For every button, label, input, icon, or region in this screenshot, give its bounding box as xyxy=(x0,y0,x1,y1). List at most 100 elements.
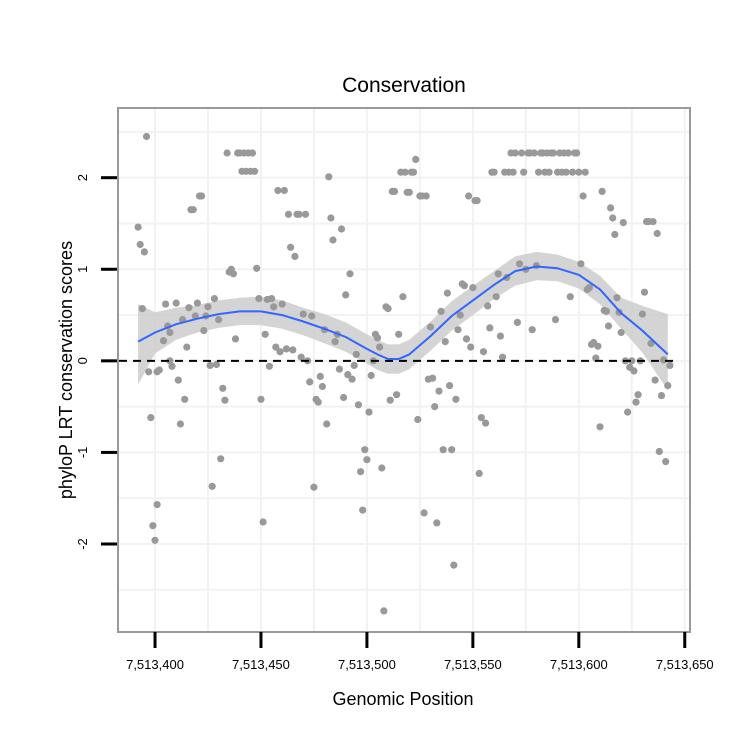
data-point xyxy=(401,168,409,176)
data-point xyxy=(630,367,638,375)
smooth-line-layer xyxy=(137,265,669,360)
data-point xyxy=(460,282,468,290)
y-tick-label: -2 xyxy=(75,538,90,550)
data-point xyxy=(613,294,621,302)
data-point xyxy=(274,186,282,195)
data-point xyxy=(337,225,346,233)
data-point xyxy=(484,302,492,310)
data-point xyxy=(530,149,538,157)
data-point xyxy=(348,375,356,383)
data-point xyxy=(153,501,161,509)
data-point xyxy=(159,337,168,345)
data-point xyxy=(465,192,473,200)
x-tick-label: 7,513,550 xyxy=(444,657,502,672)
data-point xyxy=(581,168,589,176)
data-point xyxy=(649,218,657,226)
data-point xyxy=(399,293,407,301)
data-point xyxy=(624,408,632,416)
data-point xyxy=(176,420,184,428)
data-point xyxy=(212,360,221,369)
data-point xyxy=(551,316,560,324)
y-tick-label: 0 xyxy=(75,357,90,364)
data-point xyxy=(344,371,352,379)
data-point xyxy=(363,456,371,464)
data-point xyxy=(653,229,661,238)
data-point xyxy=(473,197,481,205)
data-point xyxy=(513,318,522,326)
data-point xyxy=(217,455,225,463)
data-point xyxy=(253,264,261,272)
data-point xyxy=(248,149,257,157)
data-point xyxy=(448,446,456,454)
data-point xyxy=(435,387,443,395)
data-point xyxy=(265,362,273,370)
data-point xyxy=(450,561,458,569)
data-point xyxy=(439,446,447,454)
data-point xyxy=(329,236,337,244)
data-point xyxy=(596,423,604,431)
data-point xyxy=(221,396,229,404)
data-point xyxy=(651,376,659,384)
data-point xyxy=(469,284,477,292)
data-point xyxy=(142,132,151,141)
data-point xyxy=(634,391,642,399)
data-point xyxy=(386,396,394,404)
data-point xyxy=(219,384,227,392)
data-point xyxy=(549,149,558,157)
data-point xyxy=(619,219,627,227)
data-point xyxy=(276,348,284,356)
data-point xyxy=(640,288,649,296)
data-point xyxy=(498,353,507,361)
data-point xyxy=(346,270,354,278)
data-point xyxy=(373,334,382,342)
smooth-trend-line xyxy=(137,265,669,360)
data-point xyxy=(496,332,504,340)
data-point xyxy=(327,214,335,222)
data-point xyxy=(433,519,441,527)
data-point xyxy=(168,362,176,370)
data-point xyxy=(437,307,445,315)
x-tick-label: 7,513,500 xyxy=(338,657,396,672)
data-point xyxy=(475,469,483,478)
data-point xyxy=(291,252,299,260)
data-point xyxy=(136,240,144,249)
axes: 7,513,400 7,513,450 7,513,500 7,513,550 7,51… xyxy=(75,174,714,672)
data-point xyxy=(166,357,174,365)
x-tick-label: 7,513,650 xyxy=(656,657,714,672)
data-point xyxy=(255,295,263,303)
data-point xyxy=(350,361,358,369)
data-point xyxy=(602,307,611,315)
data-point xyxy=(609,214,617,222)
x-tick-label: 7,513,400 xyxy=(126,657,184,672)
data-point xyxy=(189,206,197,214)
data-point xyxy=(494,270,502,278)
data-point xyxy=(200,327,208,335)
data-point xyxy=(573,149,581,157)
data-point xyxy=(287,243,295,251)
data-point xyxy=(223,149,231,157)
data-point xyxy=(310,483,318,491)
data-point xyxy=(340,393,348,402)
scatter-points xyxy=(134,132,674,615)
data-point xyxy=(352,350,360,358)
data-point xyxy=(308,312,316,320)
data-point xyxy=(149,522,157,530)
data-point xyxy=(492,293,500,301)
data-point xyxy=(280,186,288,195)
chart-title: Conservation xyxy=(342,74,466,97)
data-point xyxy=(446,382,454,390)
data-point xyxy=(395,330,403,338)
data-point xyxy=(664,382,672,390)
data-point xyxy=(405,188,413,196)
data-point xyxy=(354,401,362,409)
data-point xyxy=(520,168,528,176)
data-point xyxy=(598,187,606,195)
data-point xyxy=(566,293,574,301)
data-point xyxy=(604,322,613,330)
data-point xyxy=(162,300,170,308)
data-point xyxy=(331,338,339,346)
data-point xyxy=(594,342,602,350)
data-point xyxy=(172,299,180,307)
confidence-ribbon-layer xyxy=(138,251,668,391)
